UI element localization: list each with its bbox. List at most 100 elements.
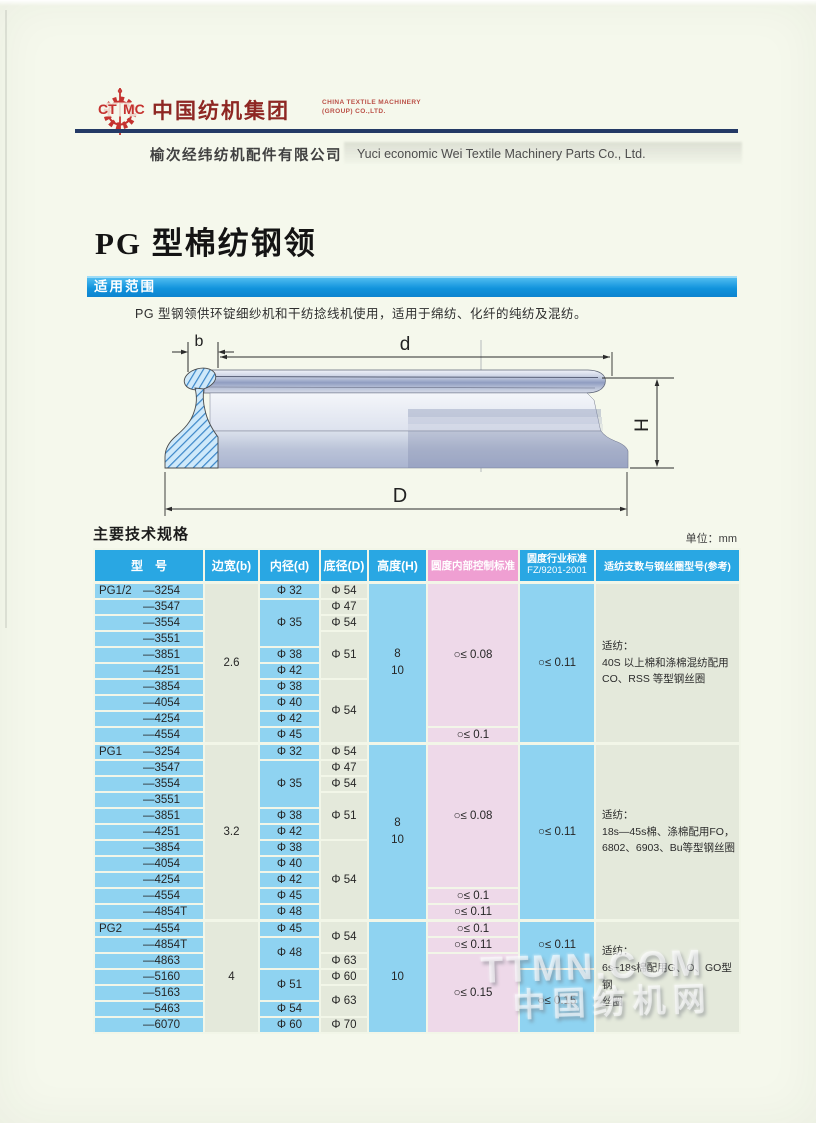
table-row: —3551 Φ 51 [93, 791, 740, 841]
table-row: —4254 Φ 42 [93, 710, 740, 728]
cell-note: 适纺： 40S 以上棉和涤棉混纺配用 CO、RSS 等型钢丝圈 [594, 581, 741, 745]
table-row: —4054 Φ 40 [93, 855, 740, 873]
cell-model: —4554 [93, 887, 205, 905]
ring-base [209, 430, 629, 469]
table-row: —4251 Φ 42 [93, 823, 740, 841]
company-name-en: Yuci economic Wei Textile Machinery Part… [357, 147, 646, 161]
specs-title: 主要技术规格 [93, 526, 190, 543]
cell-d: Φ 54 [258, 1000, 321, 1018]
cell-model: —4054 [93, 855, 205, 873]
logo-text-mc: MC [123, 101, 145, 117]
cell-roundness-industry: ○≤ 0.11 [518, 919, 596, 970]
cell-roundness-internal: ○≤ 0.11 [426, 936, 520, 954]
cell-model: —4863 [93, 952, 205, 970]
cell-D: Φ 54 [319, 581, 369, 600]
cell-d: Φ 45 [258, 887, 321, 905]
cell-roundness-internal: ○≤ 0.1 [426, 887, 520, 905]
cell-model: —4254 [93, 710, 205, 728]
cell-model: —4854T [93, 903, 205, 922]
cell-model: PG2 —4554 [93, 919, 205, 938]
cell-H: 10 [367, 919, 428, 1034]
cell-d: Φ 60 [258, 1016, 321, 1034]
cell-D: Φ 63 [319, 952, 369, 970]
table-row: —4854T Φ 48 ○≤ 0.11 [93, 936, 740, 970]
cell-model: —5463 [93, 1000, 205, 1018]
ring-cross-section-diagram: b d H D [164, 333, 674, 516]
cell-d: Φ 35 [258, 598, 321, 648]
cell-model: —3854 [93, 678, 205, 696]
cell-roundness-internal: ○≤ 0.15 [426, 952, 520, 1034]
cell-model: —3547 [93, 598, 205, 616]
ctmc-logo: CT MC [94, 86, 148, 136]
gear-logo-icon: CT MC [96, 88, 146, 135]
cell-model: —5160 [93, 968, 205, 986]
cell-D: Φ 63 [319, 984, 369, 1018]
cell-model: —4251 [93, 823, 205, 841]
table-row: —5160 Φ 51 Φ 60 ○≤ 0.15 [93, 968, 740, 1034]
table-row: —5463 Φ 54 [93, 1000, 740, 1018]
cell-model: —4254 [93, 871, 205, 889]
brand-name-en: CHINA TEXTILE MACHINERY (GROUP) CO.,LTD. [322, 99, 421, 117]
table-row: —3547 Φ 35 Φ 47 [93, 759, 740, 809]
company-shadow-band [344, 142, 742, 164]
cell-H: 8 10 [367, 742, 428, 922]
table-row: —3854 Φ 38 Φ 54 [93, 678, 740, 745]
brand-en-line1: CHINA TEXTILE MACHINERY [322, 99, 421, 106]
cell-D: Φ 51 [319, 791, 369, 841]
logo-text-ct: CT [98, 101, 117, 117]
cell-model: —3854 [93, 839, 205, 857]
cell-b: 3.2 [203, 742, 260, 922]
cell-model: —3547 [93, 759, 205, 777]
table-row: —4054 Φ 40 [93, 694, 740, 712]
ring-top-flange [203, 369, 606, 394]
cell-d: Φ 38 [258, 839, 321, 857]
cell-b: 2.6 [203, 581, 260, 745]
cell-d: Φ 40 [258, 855, 321, 873]
col-roundness-industry: 圆度行业标准 FZ/9201-2001 [518, 548, 596, 584]
cell-note: 适纺： 6s~18s棉配用G、O、GO型钢 丝圈 [594, 919, 741, 1034]
table-row: —4251 Φ 42 [93, 662, 740, 680]
cell-D: Φ 47 [319, 598, 369, 616]
dim-label-b: b [195, 333, 204, 350]
cell-D: Φ 54 [319, 678, 369, 745]
table-row: —6070 Φ 60 Φ 70 [93, 1016, 740, 1034]
cell-note: 适纺： 18s—45s棉、涤棉配用FO， 6802、6903、Bu等型钢丝圈 [594, 742, 741, 922]
dim-label-d: d [400, 334, 411, 355]
unit-note: 单位：mm [685, 533, 737, 545]
cell-model: —3554 [93, 775, 205, 793]
cell-d: Φ 42 [258, 871, 321, 889]
cell-d: Φ 38 [258, 678, 321, 696]
cell-model: PG1/2 —3254 [93, 581, 205, 600]
table-row: —4554 Φ 45 ○≤ 0.1 [93, 887, 740, 905]
cell-d: Φ 32 [258, 581, 321, 600]
col-H: 高度(H) [367, 548, 428, 584]
table-row: PG2 —4554 4 Φ 45 Φ 54 10 ○≤ 0.1 ○≤ 0.11 适… [93, 919, 741, 1034]
cell-d: Φ 45 [258, 919, 321, 938]
cell-d: Φ 45 [258, 726, 321, 745]
cell-d: Φ 42 [258, 662, 321, 680]
spec-table: 型 号 边宽(b) 内径(d) 底径(D) 高度(H) 圆度内部控制标准 圆度行… [93, 548, 741, 1034]
section-banner: 适用范围 [87, 276, 737, 297]
cell-D: Φ 54 [319, 775, 369, 793]
cell-model: —4854T [93, 936, 205, 954]
cell-roundness-internal: ○≤ 0.1 [426, 726, 520, 745]
table-row: —3851 Φ 38 [93, 646, 740, 664]
cell-d: Φ 48 [258, 903, 321, 922]
cell-d: Φ 51 [258, 968, 321, 1002]
cell-D: Φ 54 [319, 614, 369, 632]
cell-d: Φ 32 [258, 742, 321, 761]
dim-label-H: H [632, 418, 653, 432]
table-row: —4854T Φ 48 ○≤ 0.11 [93, 903, 740, 922]
table-row: —3854 Φ 38 Φ 54 [93, 839, 740, 922]
cell-D: Φ 70 [319, 1016, 369, 1034]
table-row: —3554 Φ 54 [93, 614, 740, 632]
cell-model: —4251 [93, 662, 205, 680]
cross-section-body [164, 387, 219, 469]
cell-model: —3851 [93, 646, 205, 664]
cell-model: —5163 [93, 984, 205, 1002]
intro-text: PG 型钢领供环锭细纱机和干纺捻线机使用，适用于绵纺、化纤的纯纺及混纺。 [135, 307, 588, 321]
cell-model: —3551 [93, 630, 205, 648]
cell-model: PG1 —3254 [93, 742, 205, 761]
company-name-cn: 榆次经纬纺机配件有限公司 [150, 148, 342, 164]
